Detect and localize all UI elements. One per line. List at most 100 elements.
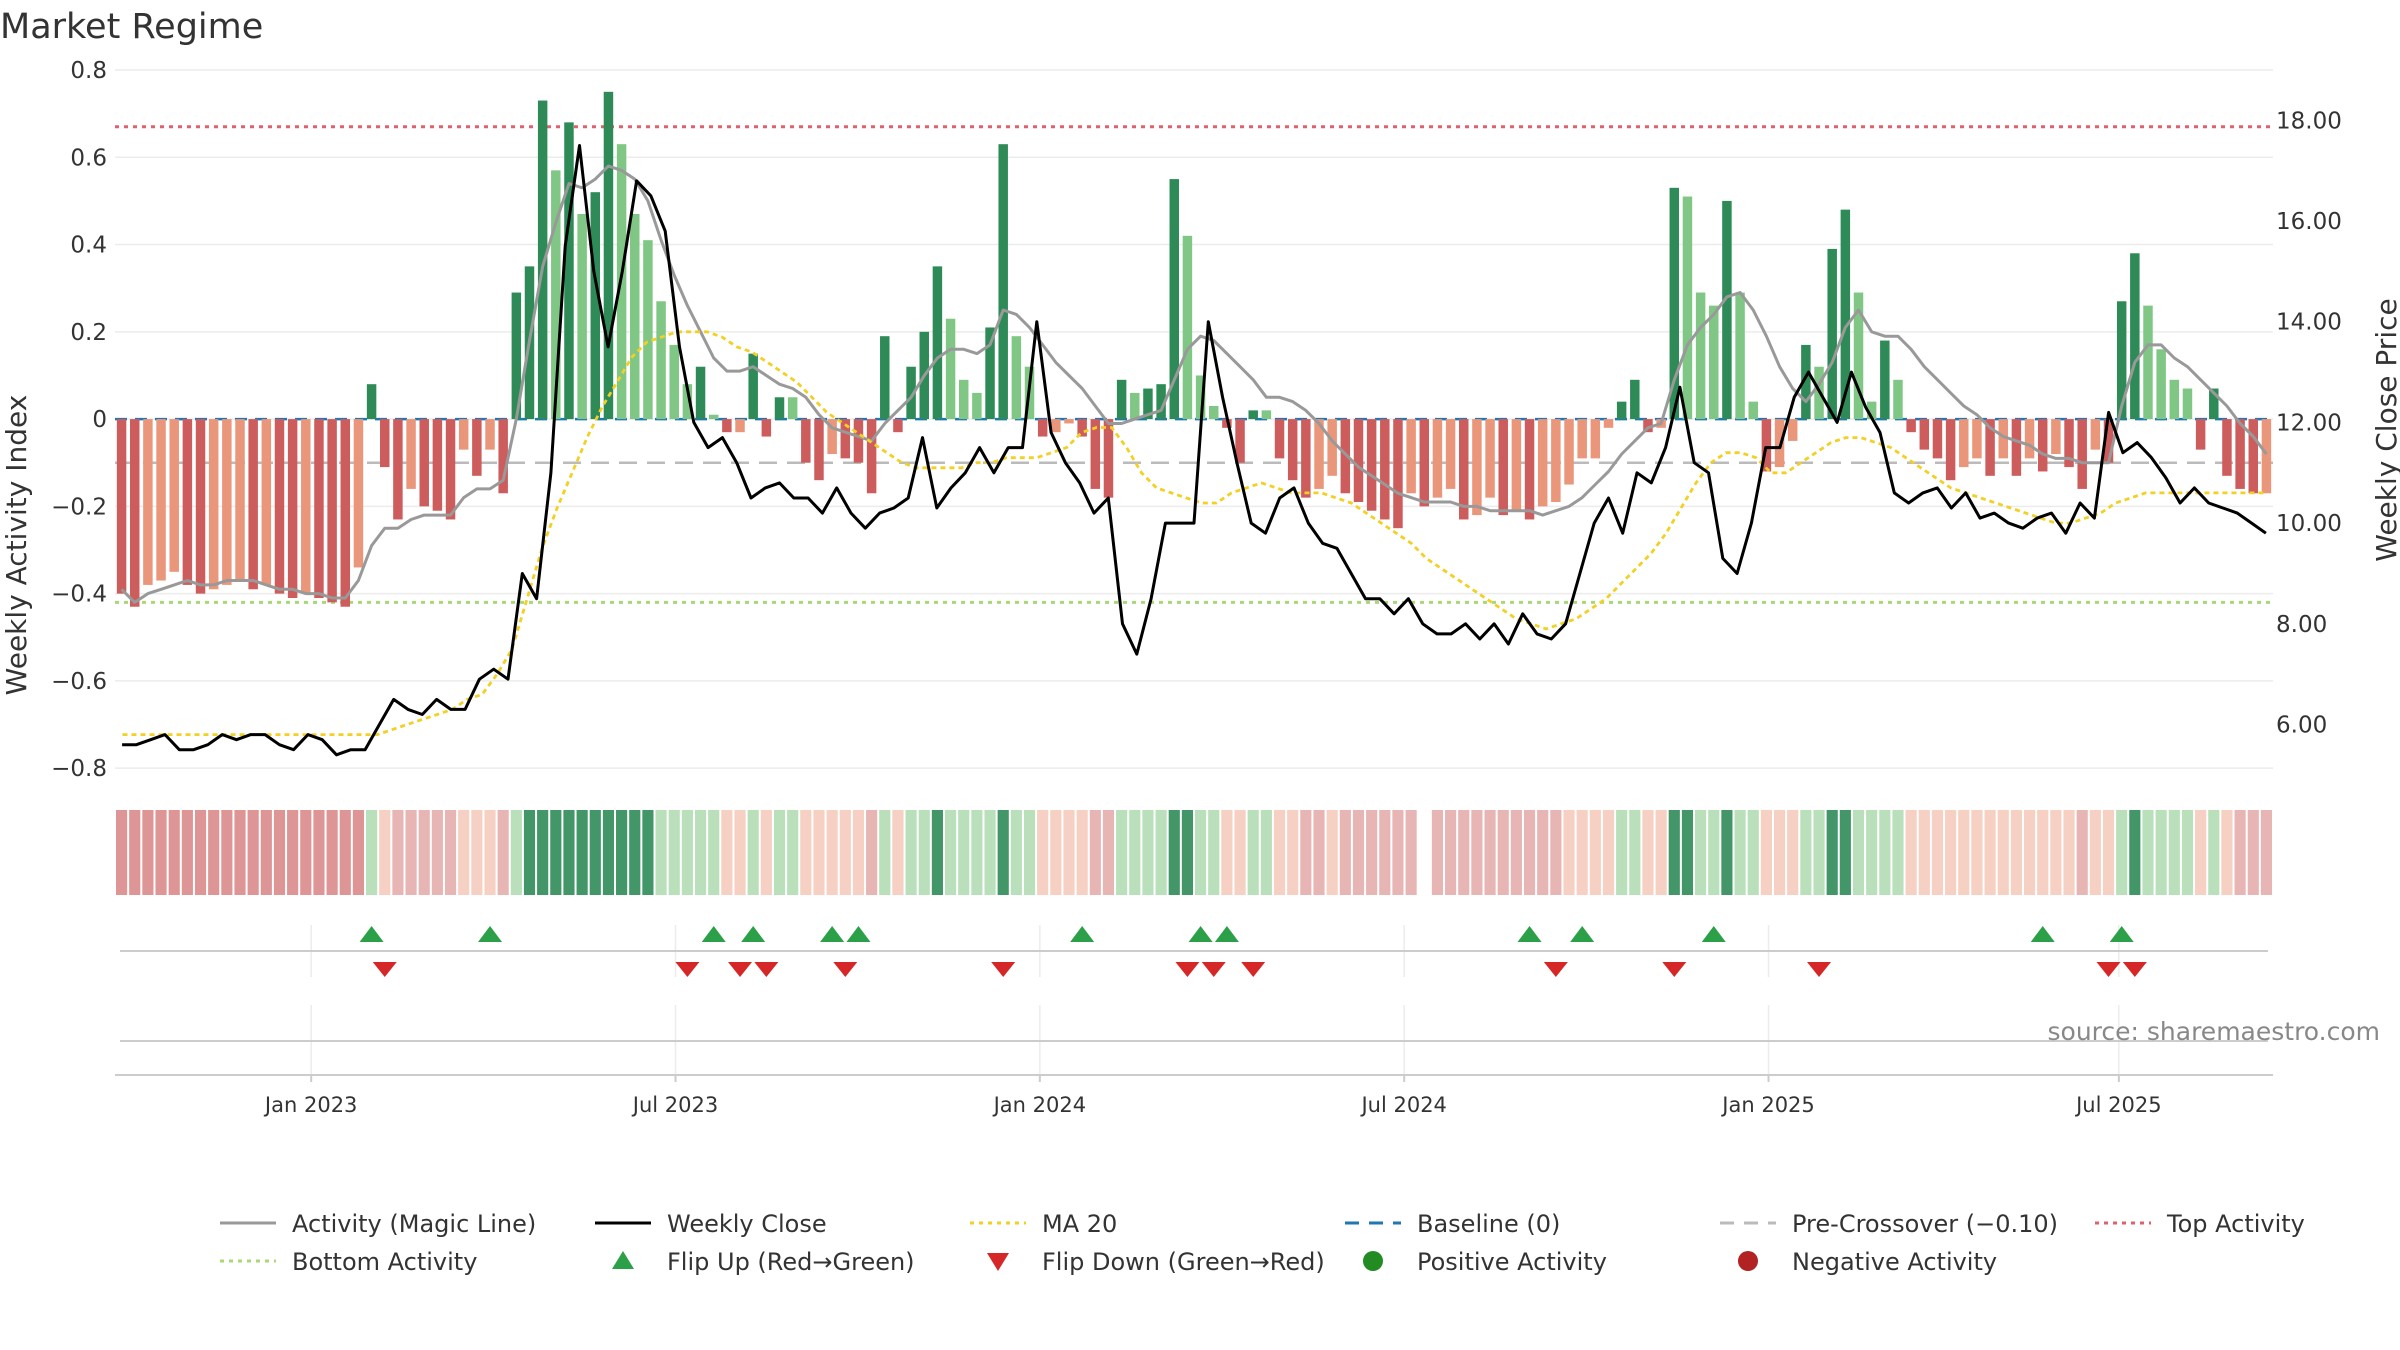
activity-bar xyxy=(1616,401,1627,420)
y-tick-label: 0.6 xyxy=(70,145,107,171)
activity-bar xyxy=(1985,419,1995,476)
regime-cell xyxy=(2076,810,2088,895)
reference-lines xyxy=(115,125,2273,604)
regime-cell xyxy=(708,810,720,895)
activity-bar xyxy=(301,419,311,594)
regime-cell xyxy=(2129,810,2141,895)
regime-cell xyxy=(1537,810,1549,895)
activity-bar xyxy=(1182,235,1193,420)
activity-bar xyxy=(195,419,206,594)
regime-cell xyxy=(1471,810,1483,895)
regime-cell xyxy=(392,810,404,895)
activity-bar xyxy=(1853,292,1864,420)
activity-bar xyxy=(511,292,522,420)
activity-bar xyxy=(2222,419,2232,476)
activity-bar xyxy=(1485,419,1495,498)
activity-bar xyxy=(2130,253,2140,420)
flip-down-marker xyxy=(2122,962,2147,977)
regime-cell xyxy=(1616,810,1628,895)
activity-bar xyxy=(130,419,140,607)
regime-cell xyxy=(2010,810,2022,895)
activity-bar xyxy=(564,122,574,420)
regime-cell xyxy=(1352,810,1365,895)
activity-bar xyxy=(2024,419,2035,459)
activity-bar xyxy=(1945,419,1956,481)
regime-cell xyxy=(2116,810,2128,895)
legend-label: Activity (Magic Line) xyxy=(292,1210,536,1238)
activity-bar xyxy=(1524,419,1535,520)
activity-bar xyxy=(1801,344,1811,420)
y2-tick-label: 18.00 xyxy=(2276,108,2342,134)
activity-bar xyxy=(327,419,337,603)
regime-cell xyxy=(2208,810,2220,895)
activity-bar xyxy=(1274,419,1285,459)
activity-bar xyxy=(143,419,153,585)
activity-bar xyxy=(1630,379,1640,420)
flip-up-marker xyxy=(741,926,766,942)
regime-cell xyxy=(1958,810,1970,895)
regime-cell xyxy=(1668,810,1680,895)
regime-cell xyxy=(1839,810,1851,895)
activity-bar xyxy=(1735,292,1745,420)
regime-cell xyxy=(2168,810,2180,895)
flip-down-marker xyxy=(675,962,700,977)
regime-cell xyxy=(1971,810,1983,895)
activity-bar xyxy=(1893,379,1903,420)
activity-bar xyxy=(2182,388,2193,420)
regime-cell xyxy=(1339,810,1351,895)
activity-bar xyxy=(1787,419,1798,441)
activity-bar xyxy=(248,419,258,590)
regime-cell xyxy=(1273,810,1286,895)
regime-cell xyxy=(629,810,641,895)
regime-cell xyxy=(1076,810,1088,895)
activity-bar xyxy=(419,419,429,507)
regime-cell xyxy=(2037,810,2049,895)
gridlines xyxy=(115,69,2273,1075)
regime-cell xyxy=(1787,810,1799,895)
activity-bar xyxy=(708,414,719,420)
activity-bar xyxy=(893,419,903,433)
legend-label: Flip Down (Green→Red) xyxy=(1042,1248,1325,1276)
activity-bar xyxy=(998,144,1008,420)
flip-down-marker xyxy=(2096,962,2121,977)
regime-cell xyxy=(734,810,746,895)
y2-tick-label: 8.00 xyxy=(2276,612,2327,638)
activity-bar xyxy=(814,419,824,481)
activity-bar xyxy=(2169,379,2180,420)
activity-bar xyxy=(643,240,653,420)
activity-bar xyxy=(406,419,416,489)
flip-up-marker xyxy=(701,926,726,942)
regime-cell xyxy=(1655,810,1667,895)
magic-line xyxy=(120,164,2268,604)
activity-bar xyxy=(274,419,285,594)
regime-cell xyxy=(1918,810,1930,895)
activity-bar xyxy=(2156,349,2166,420)
regime-cell xyxy=(510,810,522,895)
activity-bar xyxy=(1774,419,1785,468)
activity-bar xyxy=(1209,406,1219,420)
flip-down-marker xyxy=(1175,962,1200,977)
regime-cell xyxy=(352,810,365,895)
activity-bar xyxy=(682,384,693,420)
flip-up-marker xyxy=(2109,926,2134,942)
regime-cell xyxy=(1984,810,1996,895)
regime-cell xyxy=(602,810,615,895)
regime-cell xyxy=(2050,810,2062,895)
regime-cell xyxy=(484,810,496,895)
activity-bar xyxy=(1116,379,1127,420)
activity-bar xyxy=(2195,419,2206,450)
activity-bar xyxy=(2261,419,2272,494)
regime-cell xyxy=(2089,810,2101,895)
regime-cell xyxy=(1405,810,1417,895)
activity-bar xyxy=(2248,419,2258,494)
activity-bar xyxy=(1682,196,1693,420)
series-lines xyxy=(120,144,2268,757)
regime-cell xyxy=(2155,810,2167,895)
regime-cell xyxy=(1287,810,1299,895)
regime-cell xyxy=(1181,810,1193,895)
legend-swatch xyxy=(1738,1251,1758,1271)
regime-cell xyxy=(523,810,536,895)
regime-cell xyxy=(905,810,917,895)
regime-cell xyxy=(747,810,759,895)
